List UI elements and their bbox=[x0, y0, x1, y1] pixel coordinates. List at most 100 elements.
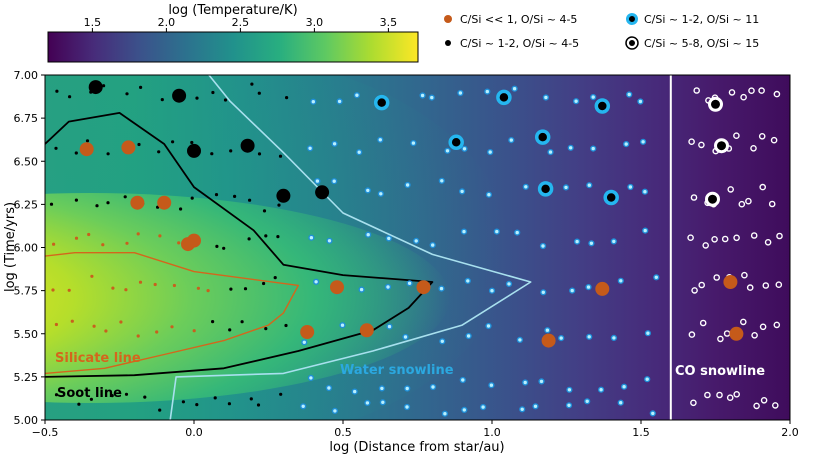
small-blue-dot bbox=[519, 406, 526, 413]
small-black-dot bbox=[125, 92, 129, 96]
legend-label: C/Si << 1, O/Si ~ 4-5 bbox=[460, 13, 577, 26]
small-white-dot bbox=[745, 197, 752, 205]
small-black-dot bbox=[157, 150, 161, 154]
small-black-dot bbox=[214, 193, 219, 197]
y-tick-label: 5.75 bbox=[14, 285, 39, 298]
small-blue-dot bbox=[438, 177, 445, 184]
small-black-dot bbox=[49, 202, 54, 206]
small-black-dot bbox=[277, 203, 281, 207]
small-black-dot bbox=[90, 274, 94, 278]
small-blue-dot bbox=[331, 407, 339, 415]
small-black-dot bbox=[256, 403, 261, 407]
small-blue-dot bbox=[384, 283, 392, 291]
small-white-dot bbox=[688, 138, 695, 145]
small-black-dot bbox=[285, 96, 289, 100]
small-white-dot bbox=[711, 235, 718, 243]
small-blue-dot bbox=[325, 384, 333, 392]
small-white-dot bbox=[698, 141, 705, 149]
small-blue-dot bbox=[419, 92, 426, 99]
orange-planet-marker bbox=[130, 195, 145, 210]
small-blue-dot bbox=[403, 403, 411, 411]
small-blue-dot bbox=[438, 285, 445, 292]
small-black-dot bbox=[248, 198, 252, 202]
orange-planet-marker bbox=[157, 195, 172, 210]
small-blue-dot bbox=[406, 280, 413, 287]
small-black-dot bbox=[215, 244, 219, 248]
small-blue-dot bbox=[485, 191, 493, 198]
small-black-dot bbox=[247, 237, 251, 241]
small-black-dot bbox=[54, 322, 59, 327]
black-planet-marker bbox=[187, 143, 201, 158]
x-tick-label: 2.0 bbox=[781, 426, 799, 439]
small-black-dot bbox=[240, 320, 244, 324]
small-white-dot bbox=[762, 282, 770, 289]
small-blue-dot bbox=[617, 399, 624, 406]
small-blue-dot bbox=[516, 336, 524, 344]
small-white-dot bbox=[733, 234, 740, 242]
orange-planet-marker bbox=[541, 333, 556, 348]
small-black-dot bbox=[181, 400, 185, 404]
field-hot-zone bbox=[45, 193, 450, 403]
small-white-dot bbox=[750, 232, 758, 239]
small-white-dot bbox=[733, 390, 741, 398]
small-white-dot bbox=[717, 335, 724, 343]
small-black-dot bbox=[136, 334, 140, 338]
blue-ring-planet-marker bbox=[537, 181, 554, 197]
water-snowline-curve bbox=[169, 75, 532, 420]
small-blue-dot bbox=[623, 141, 630, 148]
small-black-dot bbox=[284, 323, 288, 328]
small-blue-dot bbox=[459, 188, 466, 195]
small-white-dot bbox=[776, 232, 783, 240]
small-black-dot bbox=[106, 201, 110, 205]
small-blue-dot bbox=[584, 398, 591, 405]
y-tick-label: 5.25 bbox=[14, 371, 39, 384]
small-blue-dot bbox=[465, 332, 472, 340]
small-blue-dot bbox=[626, 91, 633, 98]
y-tick-label: 6.75 bbox=[14, 112, 39, 125]
small-black-dot bbox=[262, 209, 267, 213]
small-white-dot bbox=[768, 200, 776, 208]
small-blue-dot bbox=[539, 242, 547, 250]
orange-planet-marker bbox=[729, 326, 744, 341]
small-blue-dot bbox=[459, 376, 466, 384]
small-white-dot bbox=[687, 234, 694, 241]
colorbar-tick-label: 2.5 bbox=[232, 16, 250, 29]
small-black-dot bbox=[276, 235, 280, 239]
colorbar-label: log (Temperature/K) bbox=[168, 3, 297, 18]
legend: C/Si << 1, O/Si ~ 4-5 C/Si ~ 1-2, O/Si ~ … bbox=[444, 13, 759, 50]
small-blue-dot bbox=[439, 338, 446, 345]
small-black-dot bbox=[106, 152, 110, 156]
small-blue-dot bbox=[644, 376, 651, 383]
small-blue-dot bbox=[428, 94, 435, 101]
small-black-dot bbox=[143, 395, 147, 399]
small-black-dot bbox=[229, 287, 233, 291]
small-blue-dot bbox=[300, 403, 307, 410]
small-black-dot bbox=[104, 329, 108, 333]
soot-line-label: Soot line bbox=[57, 386, 122, 401]
water-snowline-label: Water snowline bbox=[340, 363, 454, 378]
small-black-dot bbox=[51, 288, 55, 292]
small-white-dot bbox=[758, 132, 766, 140]
small-white-dot bbox=[741, 271, 748, 279]
small-blue-dot bbox=[308, 234, 315, 241]
axes: −0.5 0.0 0.5 1.0 1.5 2.0 5.00 5.25 5.50 5.75 6.00 6… bbox=[14, 69, 799, 439]
small-black-dot bbox=[243, 287, 248, 291]
small-black-dot bbox=[111, 286, 115, 290]
small-blue-dot bbox=[540, 289, 547, 296]
small-blue-dot bbox=[511, 85, 518, 92]
small-blue-dot bbox=[313, 278, 320, 285]
orange-planet-marker bbox=[723, 275, 738, 289]
small-black-dot bbox=[262, 281, 266, 286]
small-blue-dot bbox=[461, 406, 468, 414]
black-planet-marker bbox=[88, 80, 103, 95]
small-white-dot bbox=[704, 391, 711, 399]
y-tick-label: 7.00 bbox=[14, 69, 39, 82]
small-blue-dot bbox=[413, 237, 420, 245]
small-blue-dot bbox=[356, 149, 363, 156]
small-blue-dot bbox=[353, 92, 361, 99]
small-white-dot bbox=[698, 281, 706, 289]
black-planet-marker bbox=[276, 188, 291, 203]
small-blue-dot bbox=[649, 410, 656, 417]
small-blue-dot bbox=[569, 287, 576, 294]
small-black-dot bbox=[190, 196, 194, 200]
